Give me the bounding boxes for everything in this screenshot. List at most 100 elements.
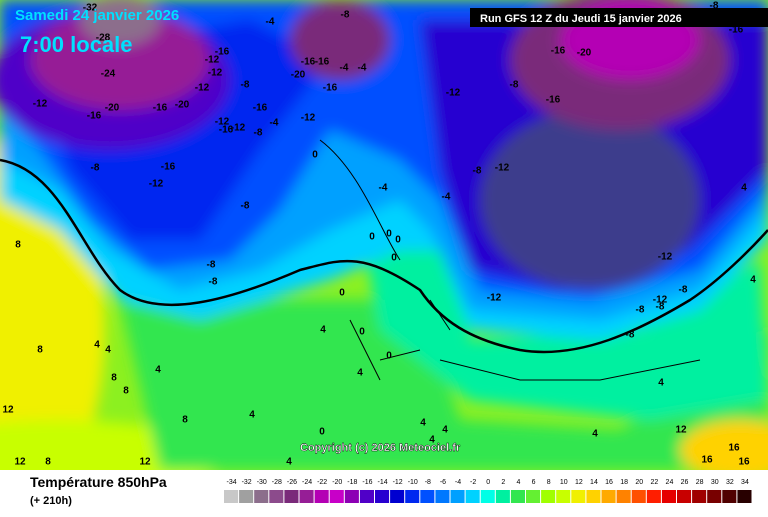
scale-cell — [646, 490, 661, 503]
isotherm-label: -20 — [577, 48, 592, 59]
isotherm-label: -16 — [153, 103, 168, 114]
isotherm-label: -16 — [551, 46, 566, 57]
isotherm-label: 8 — [123, 386, 129, 397]
isotherm-label: -12 — [231, 123, 246, 134]
isotherm-label: 12 — [14, 457, 26, 468]
isotherm-label: 4 — [105, 345, 111, 356]
isotherm-label: -8 — [636, 305, 645, 316]
isotherm-label: -12 — [149, 179, 164, 190]
isotherm-label: -4 — [340, 63, 349, 74]
isotherm-label: -8 — [626, 330, 635, 341]
isotherm-label: 0 — [312, 150, 318, 161]
scale-label: 16 — [605, 479, 613, 486]
isotherm-label: 4 — [94, 340, 100, 351]
isotherm-label: 8 — [111, 373, 117, 384]
scale-label: 8 — [547, 479, 551, 486]
scale-label: 34 — [741, 479, 749, 486]
isotherm-label: -8 — [341, 10, 350, 21]
scale-label: -18 — [347, 479, 357, 486]
scale-label: 2 — [501, 479, 505, 486]
isotherm-label: -8 — [241, 80, 250, 91]
scale-label: 20 — [635, 479, 643, 486]
isotherm-label: -12 — [33, 99, 48, 110]
isotherm-label: -8 — [679, 285, 688, 296]
isotherm-label: -12 — [446, 88, 461, 99]
scale-cell — [631, 490, 646, 503]
isotherm-label: -8 — [473, 166, 482, 177]
scale-label: -2 — [470, 479, 476, 486]
scale-label: 12 — [575, 479, 583, 486]
isotherm-label: -8 — [91, 163, 100, 174]
run-info: Run GFS 12 Z du Jeudi 15 janvier 2026 — [480, 13, 682, 25]
scale-label: 14 — [590, 479, 598, 486]
scale-label: 6 — [532, 479, 536, 486]
isotherm-label: 4 — [420, 418, 426, 429]
isotherm-label: -20 — [175, 100, 190, 111]
isotherm-label: -20 — [291, 70, 306, 81]
isotherm-label: 8 — [182, 415, 188, 426]
isotherm-label: -8 — [710, 1, 719, 12]
scale-label: -10 — [408, 479, 418, 486]
isotherm-label: -16 — [87, 111, 102, 122]
forecast-date: Samedi 24 janvier 2026 — [15, 7, 179, 24]
isotherm-label: -16 — [729, 25, 744, 36]
scale-label: 0 — [486, 479, 490, 486]
isotherm-label: 0 — [395, 235, 401, 246]
scale-cell — [495, 490, 510, 503]
isotherm-label: -4 — [270, 118, 279, 129]
isotherm-label: -8 — [656, 302, 665, 313]
scale-cell — [405, 490, 420, 503]
isotherm-label: -16 — [301, 57, 316, 68]
isotherm-label: -12 — [215, 117, 230, 128]
isotherm-label: -16 — [323, 83, 338, 94]
scale-cell — [329, 490, 344, 503]
isotherm-label: -8 — [241, 201, 250, 212]
scale-cell — [375, 490, 390, 503]
isotherm-label: -12 — [195, 83, 210, 94]
scale-label: -12 — [393, 479, 403, 486]
scale-cell — [480, 490, 495, 503]
isotherm-label: -12 — [658, 252, 673, 263]
isotherm-label: 4 — [357, 368, 363, 379]
isotherm-label: 16 — [738, 457, 750, 468]
scale-cell — [314, 490, 329, 503]
scale-cell — [450, 490, 465, 503]
scale-label: 32 — [726, 479, 734, 486]
scale-label: 24 — [666, 479, 674, 486]
isotherm-label: 8 — [37, 345, 43, 356]
legend-lead: (+ 210h) — [30, 495, 72, 507]
scale-cell — [571, 490, 586, 503]
map-labels: -32-28-24-20-16-12 -16 -20-12-16-12-12-4-8… — [2, 1, 756, 468]
scale-cell — [359, 490, 374, 503]
isotherm-label: -12 — [495, 163, 510, 174]
copyright: Copyright (c) 2026 Meteociel.fr — [300, 442, 461, 454]
isotherm-label: -12 — [205, 55, 220, 66]
legend-title: Température 850hPa — [30, 474, 167, 490]
isotherm-label: -12 — [301, 113, 316, 124]
scale-label: -20 — [332, 479, 342, 486]
scale-label: -14 — [377, 479, 387, 486]
scale-cell — [526, 490, 541, 503]
scale-cell — [344, 490, 359, 503]
scale-cell — [435, 490, 450, 503]
scale-cell — [510, 490, 525, 503]
isotherm-label: -12 — [487, 293, 502, 304]
scale-label: 26 — [681, 479, 689, 486]
scale-cell — [254, 490, 269, 503]
isotherm-label: 0 — [319, 427, 325, 438]
scale-label: -26 — [287, 479, 297, 486]
scale-cell — [692, 490, 707, 503]
scale-cell — [224, 490, 239, 503]
scale-cell — [420, 490, 435, 503]
isotherm-label: -32 — [83, 3, 98, 14]
isotherm-label: 4 — [750, 275, 756, 286]
scale-label: -24 — [302, 479, 312, 486]
scale-cell — [601, 490, 616, 503]
scale-label: 22 — [650, 479, 658, 486]
isotherm-label: 4 — [429, 435, 435, 446]
scale-label: 10 — [560, 479, 568, 486]
isotherm-label: -16 — [215, 47, 230, 58]
scale-cell — [284, 490, 299, 503]
isotherm-label: 4 — [249, 410, 255, 421]
scale-label: -4 — [455, 479, 461, 486]
